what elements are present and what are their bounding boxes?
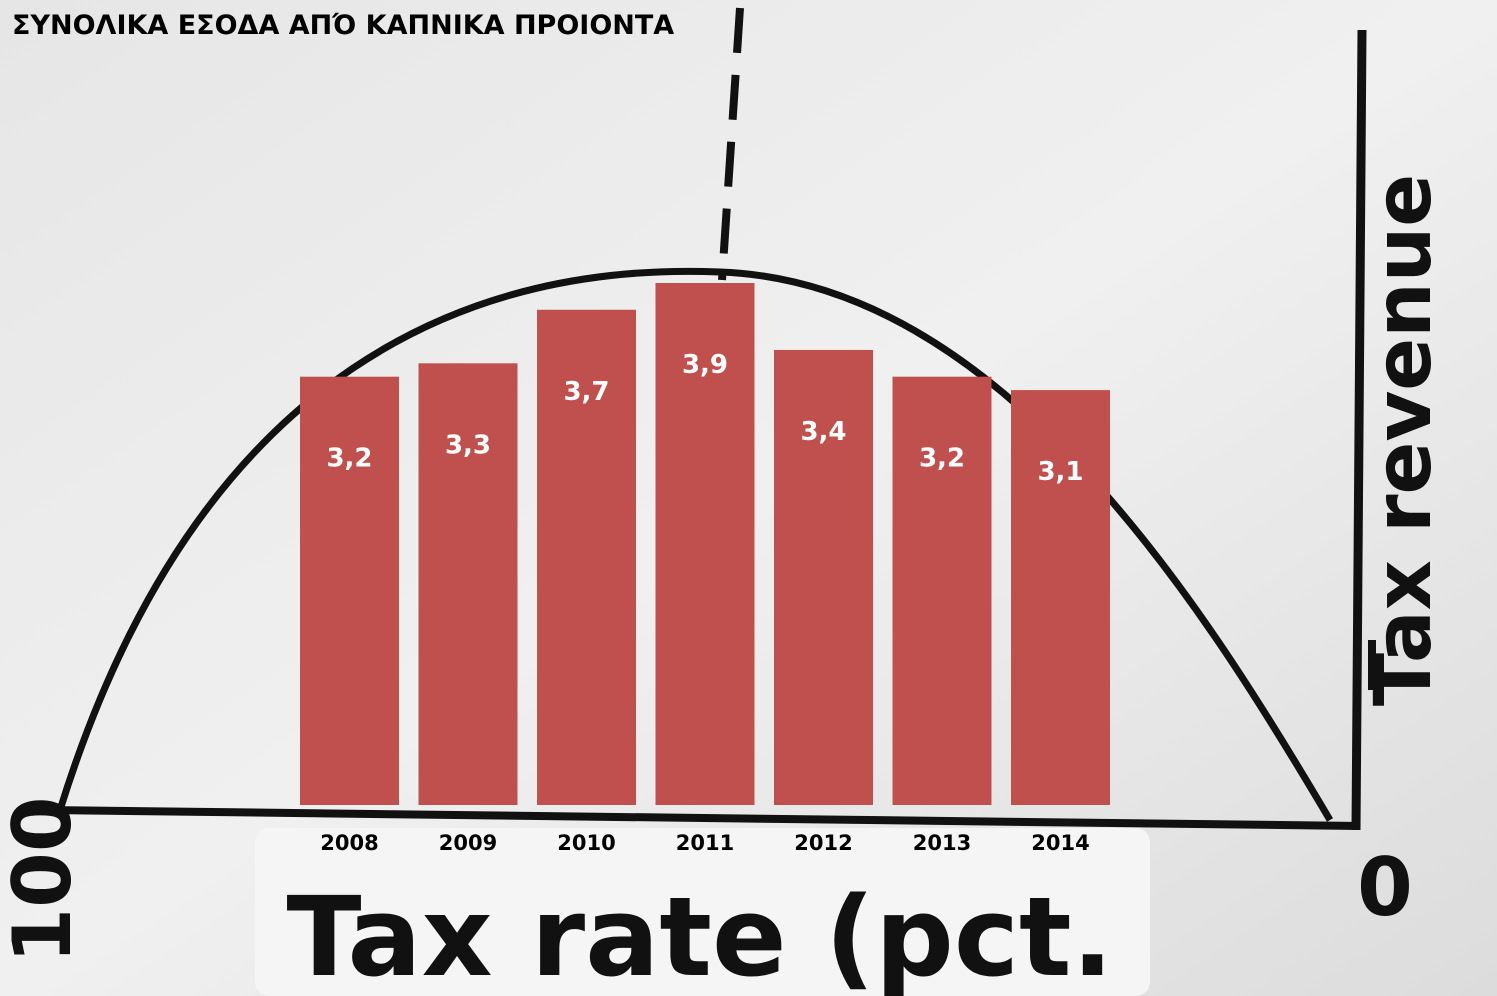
x-tick-label: 2009 bbox=[439, 831, 497, 855]
value-label: 3,2 bbox=[919, 444, 965, 474]
x-tick-label: 2012 bbox=[794, 831, 852, 855]
value-label: 3,9 bbox=[682, 350, 728, 380]
chart-title: ΣΥΝΟΛΙΚΑ ΕΣΟΔΑ ΑΠΌ ΚΑΠΝΙΚΑ ΠΡΟΙΟΝΤΑ bbox=[12, 10, 674, 41]
annotation: 100 bbox=[0, 797, 89, 964]
x-tick-label: 2008 bbox=[320, 831, 378, 855]
annotation: 0 bbox=[1357, 841, 1413, 934]
chart: ΣΥΝΟΛΙΚΑ ΕΣΟΔΑ ΑΠΌ ΚΑΠΝΙΚΑ ΠΡΟΙΟΝΤΑ Tax … bbox=[0, 0, 1497, 996]
bar bbox=[300, 377, 399, 805]
bar bbox=[1011, 390, 1110, 805]
value-label: 3,4 bbox=[800, 417, 846, 447]
bar bbox=[893, 377, 992, 805]
value-label: 3,1 bbox=[1037, 457, 1083, 487]
annotation: Tax revenue bbox=[1359, 174, 1449, 706]
x-tick-label: 2014 bbox=[1031, 831, 1089, 855]
value-label: 3,2 bbox=[326, 444, 372, 474]
value-label: 3,3 bbox=[445, 430, 491, 460]
x-tick-label: 2011 bbox=[676, 831, 734, 855]
value-label: 3,7 bbox=[563, 377, 609, 407]
x-tick-label: 2010 bbox=[557, 831, 615, 855]
annotation: Tax rate (pct. bbox=[287, 873, 1114, 996]
x-tick-label: 2013 bbox=[913, 831, 971, 855]
